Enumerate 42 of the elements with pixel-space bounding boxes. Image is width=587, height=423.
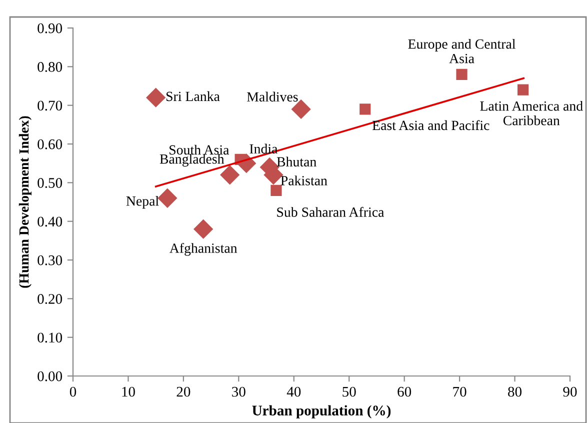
x-tick-label: 70: [453, 386, 466, 397]
x-tick-label: 50: [342, 386, 356, 397]
annotation: Europe and Central Asia: [408, 38, 516, 64]
y-tick-label: 0.60: [38, 139, 62, 150]
y-tick-label: 0.30: [38, 255, 62, 266]
x-tick-label: 20: [176, 386, 190, 397]
y-tick-label: 0.70: [38, 100, 62, 111]
x-tick-label: 0: [70, 386, 76, 397]
point: [518, 84, 529, 96]
annotation: East Asia and Pacific: [372, 120, 490, 130]
annotation: Nepal: [126, 196, 159, 209]
x-tick-label: 60: [398, 386, 412, 397]
annotation: Sub Saharan Africa: [277, 206, 384, 217]
y-tick-label: 0.50: [38, 178, 62, 188]
point: [220, 165, 240, 184]
x-axis-title: Urban population (%): [252, 405, 391, 418]
x-tick-label: 30: [232, 386, 246, 397]
y-tick-label: 0.20: [38, 294, 62, 304]
annotation: Sri Lanka: [166, 91, 220, 102]
x-tick-label: 80: [508, 386, 522, 397]
point: [158, 188, 177, 208]
x-tick-label: 10: [122, 386, 135, 397]
annotation: Bangladesh: [160, 154, 224, 167]
x-tick-label: 40: [286, 386, 301, 397]
y-axis-title: (Human Development Index): [18, 116, 32, 288]
annotation: South Asia: [170, 144, 230, 155]
y-tick-label: 0.00: [38, 371, 62, 382]
annotation: India: [250, 144, 278, 154]
y-tick-label: 0.40: [38, 216, 62, 227]
x-tick-label: 90: [563, 386, 577, 397]
point: [456, 68, 468, 80]
annotation: Pakistan: [280, 176, 328, 186]
point: [270, 184, 282, 196]
annotation: Maldives: [246, 92, 298, 102]
point: [194, 220, 213, 239]
annotation: Afghanistan: [170, 242, 238, 256]
y-tick-label: 0.80: [38, 62, 62, 72]
point: [146, 88, 166, 108]
annotation: Bhutan: [276, 156, 316, 167]
point: [360, 104, 371, 115]
y-tick-label: 0.90: [38, 23, 62, 34]
y-tick-label: 0.10: [38, 332, 62, 343]
